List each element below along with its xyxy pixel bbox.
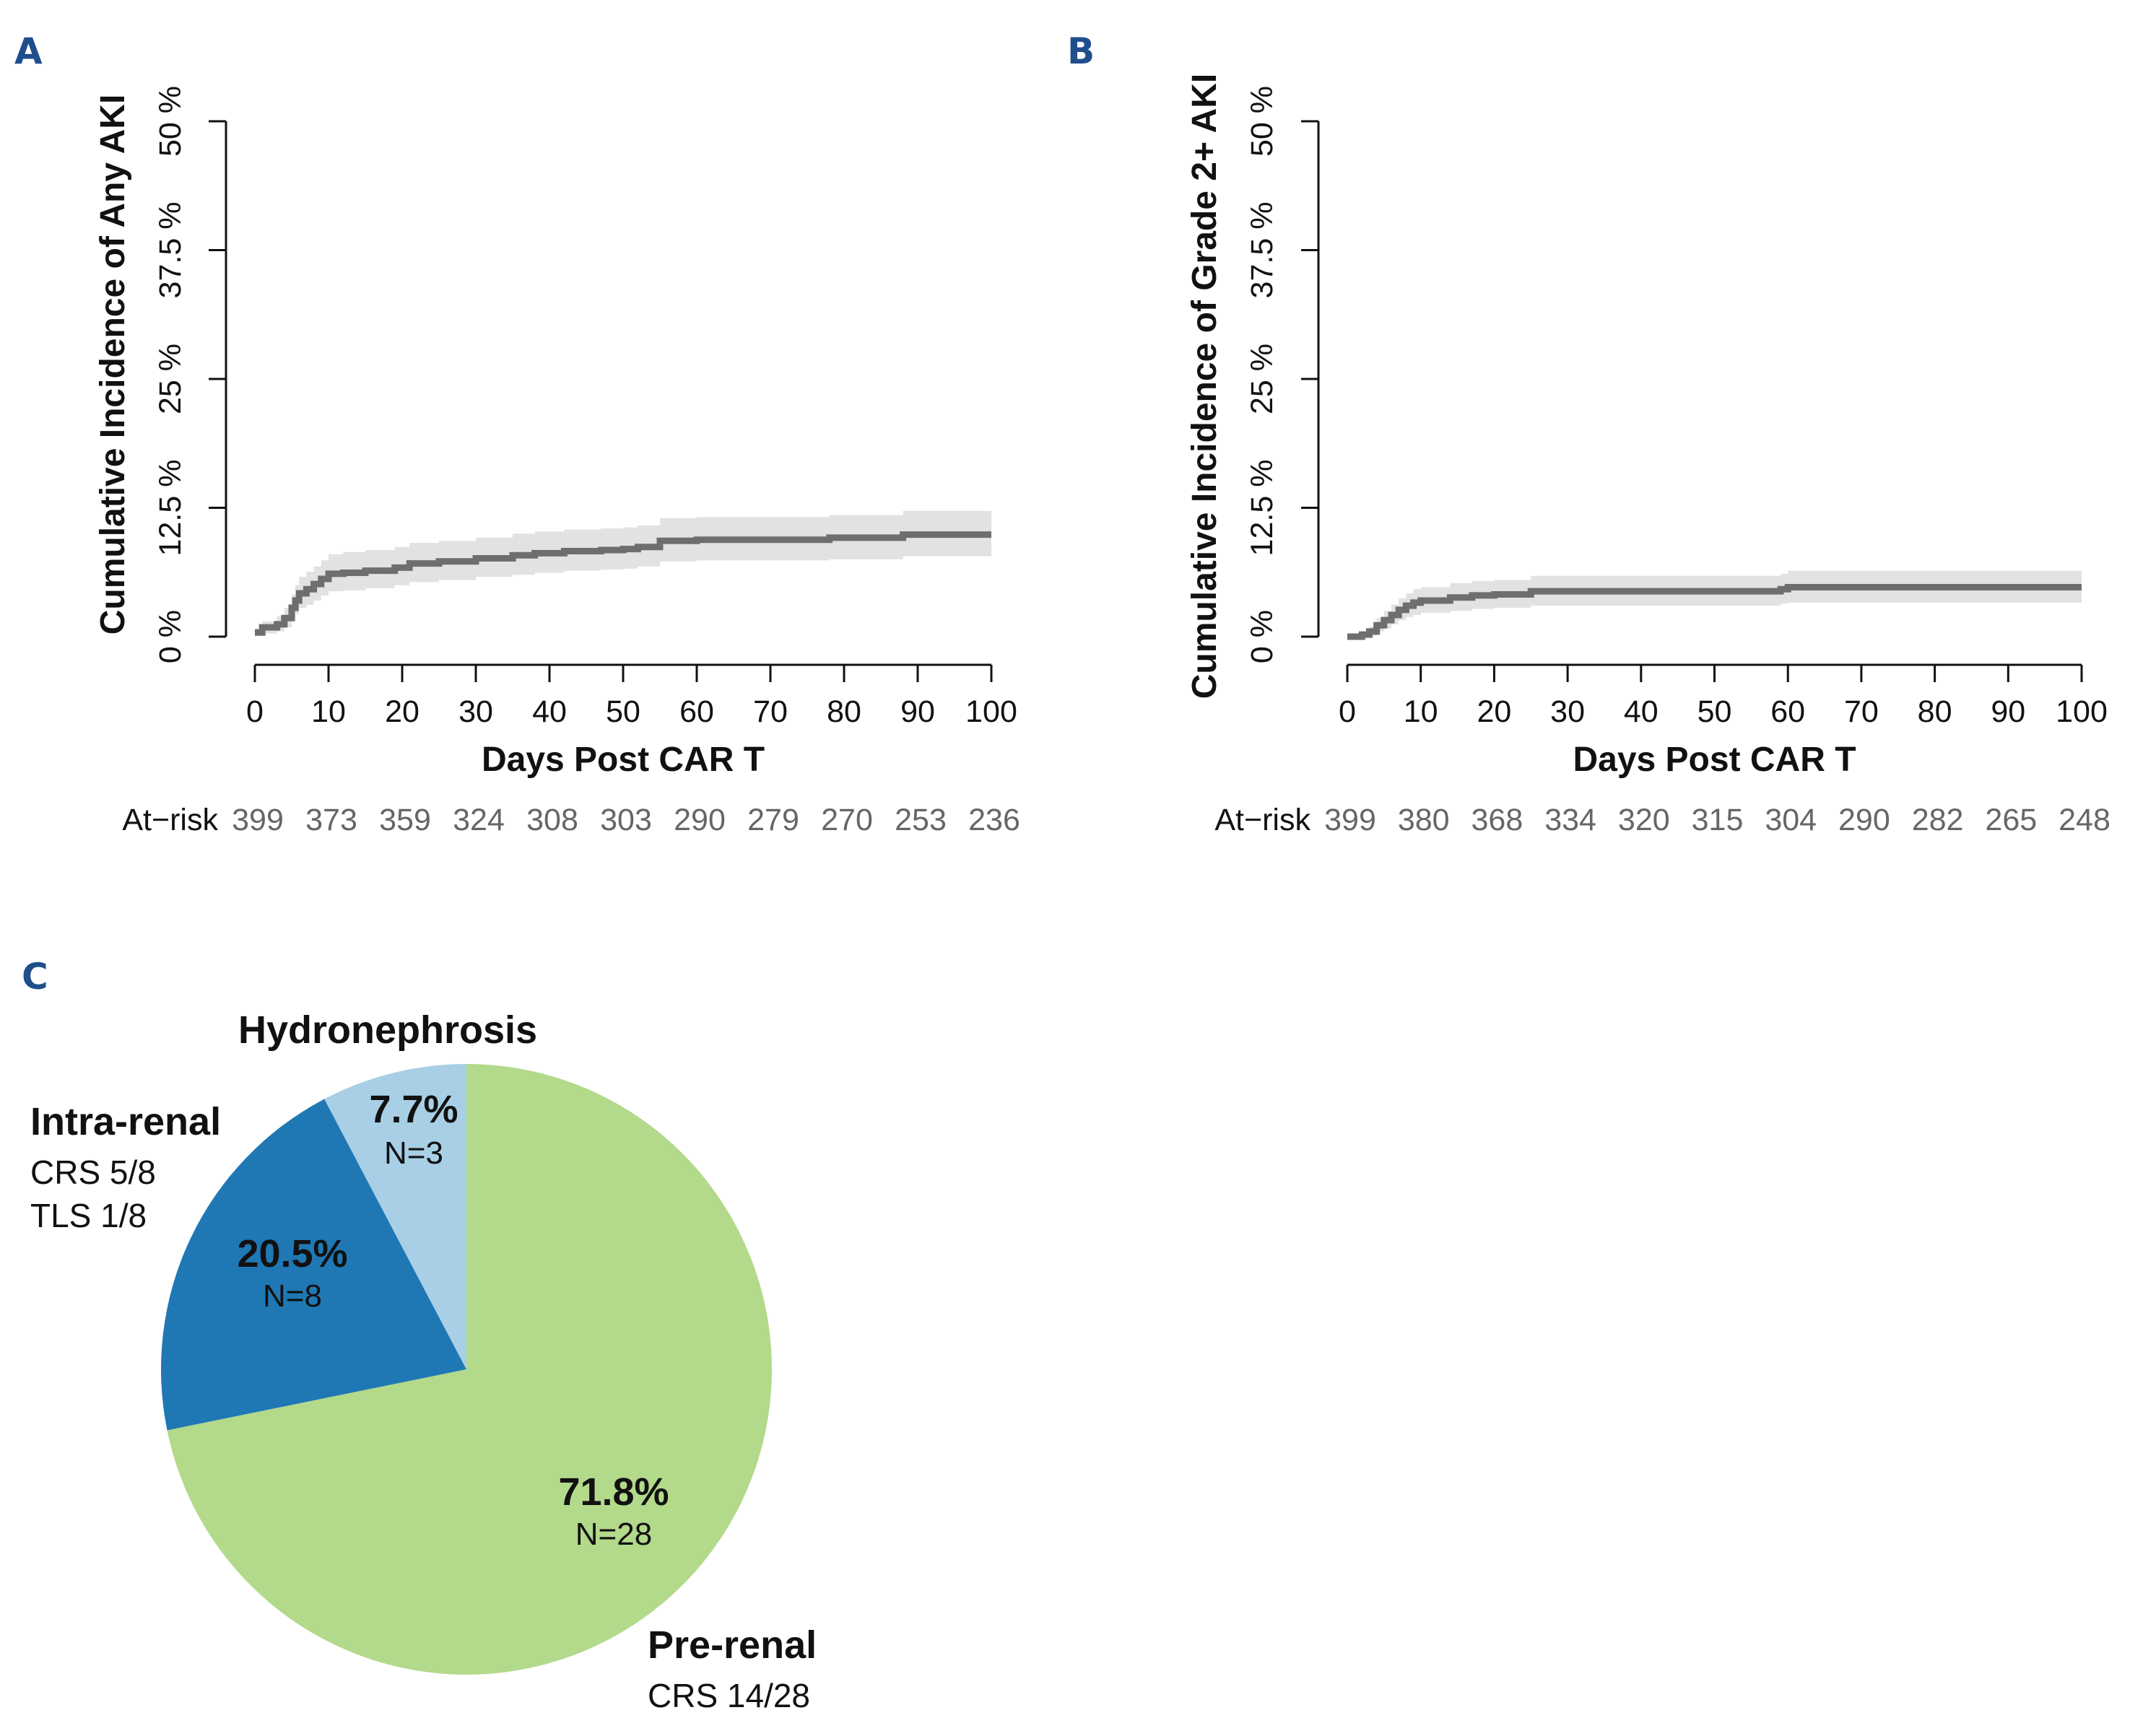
panel-b-chart: 0 % 12.5 % 25 % 37.5 % 50 % 0 10 20 30 40 50 60 70 8… [1186,74,2111,837]
at-risk-value: 265 [1985,803,2037,837]
x-tick-label: 60 [679,694,714,729]
pie-slice-pre-renal [167,1064,772,1675]
at-risk-value: 315 [1692,803,1744,837]
y-tick-label: 12.5 % [153,460,188,557]
x-axis-title: Days Post CAR T [1573,741,1856,779]
at-risk-numbers: 399 373 359 324 308 303 290 279 270 253 236 [232,803,1020,837]
x-tick-label: 100 [965,694,1017,729]
x-tick-label: 70 [1844,694,1879,729]
confidence-band [1347,570,2082,637]
x-tick-label: 50 [606,694,640,729]
x-tick-label: 90 [1991,694,2025,729]
x-ticks: 0 10 20 30 40 50 60 70 80 90 100 [246,665,1017,729]
at-risk-value: 236 [968,803,1020,837]
y-tick-label: 37.5 % [1245,202,1279,299]
x-tick-label: 90 [900,694,935,729]
x-tick-label: 40 [1624,694,1659,729]
at-risk-value: 253 [895,803,947,837]
x-tick-label: 70 [753,694,788,729]
x-tick-label: 60 [1770,694,1805,729]
x-tick-label: 10 [311,694,346,729]
at-risk-value: 359 [379,803,431,837]
at-risk-label: At−risk [122,803,218,837]
at-risk-value: 399 [1324,803,1376,837]
pre-renal-n: N=28 [575,1517,652,1552]
panel-c-pie: 71.8% N=28 20.5% N=8 7.7% N=3 Hydronephr… [30,1008,817,1714]
y-tick-label: 50 % [1245,86,1279,157]
incidence-curve [255,531,991,636]
intra-renal-n: N=8 [263,1278,322,1314]
y-tick-label: 50 % [153,86,188,157]
incidence-curve [1347,583,2082,640]
x-tick-label: 100 [2056,694,2108,729]
x-tick-label: 80 [827,694,861,729]
y-tick-label: 12.5 % [1245,460,1279,557]
at-risk-value: 368 [1472,803,1523,837]
at-risk-numbers: 399 380 368 334 320 315 304 290 282 265 248 [1324,803,2111,837]
x-tick-label: 30 [1550,694,1585,729]
hydronephrosis-n: N=3 [384,1135,443,1171]
at-risk-value: 248 [2059,803,2111,837]
at-risk-value: 282 [1912,803,1964,837]
at-risk-value: 270 [821,803,873,837]
intra-renal-title: Intra-renal [30,1100,221,1143]
y-axis-title: Cumulative Incidence of Any AKI [94,95,132,635]
at-risk-value: 304 [1765,803,1817,837]
x-tick-label: 0 [246,694,264,729]
y-tick-label: 25 % [153,344,188,414]
x-tick-label: 50 [1698,694,1732,729]
panel-a-letter: A [14,30,43,72]
y-tick-label: 37.5 % [153,202,188,299]
y-axis-title: Cumulative Incidence of Grade 2+ AKI [1186,74,1224,699]
at-risk-value: 380 [1398,803,1450,837]
x-tick-label: 10 [1404,694,1438,729]
y-ticks: 0 % 12.5 % 25 % 37.5 % 50 % [153,86,226,663]
pre-renal-detail-crs: CRS 14/28 [648,1677,810,1714]
intra-renal-detail-tls: TLS 1/8 [30,1197,147,1234]
x-tick-label: 20 [1477,694,1511,729]
pre-renal-title: Pre-renal [648,1623,817,1667]
y-tick-label: 0 % [153,610,188,663]
intra-renal-detail-crs: CRS 5/8 [30,1153,156,1191]
at-risk-value: 324 [453,803,505,837]
x-tick-label: 0 [1339,694,1356,729]
y-tick-label: 0 % [1245,610,1279,663]
at-risk-value: 320 [1618,803,1670,837]
at-risk-value: 279 [747,803,799,837]
x-tick-label: 20 [385,694,420,729]
at-risk-value: 290 [674,803,726,837]
at-risk-value: 308 [526,803,578,837]
pre-renal-percent: 71.8% [558,1470,669,1514]
x-axis-title: Days Post CAR T [482,741,765,779]
at-risk-value: 303 [600,803,652,837]
at-risk-value: 373 [305,803,357,837]
at-risk-value: 399 [232,803,284,837]
y-ticks: 0 % 12.5 % 25 % 37.5 % 50 % [1245,86,1318,663]
panel-b-letter: B [1067,30,1095,72]
pie-slice-intra-renal [161,1099,467,1431]
panel-a-chart: 0 % 12.5 % 25 % 37.5 % 50 % 0 10 20 30 40 50 60 70 8… [94,86,1020,837]
x-tick-label: 30 [458,694,493,729]
intra-renal-percent: 20.5% [237,1232,347,1275]
x-ticks: 0 10 20 30 40 50 60 70 80 90 100 [1339,665,2108,729]
panel-c-letter: C [22,956,48,998]
pie-slice-hydronephrosis [324,1064,466,1369]
hydronephrosis-percent: 7.7% [369,1088,458,1131]
at-risk-value: 334 [1544,803,1596,837]
at-risk-label: At−risk [1214,803,1310,837]
x-tick-label: 40 [532,694,567,729]
y-tick-label: 25 % [1245,344,1279,414]
x-tick-label: 80 [1918,694,1952,729]
hydronephrosis-title: Hydronephrosis [238,1008,537,1052]
at-risk-value: 290 [1838,803,1890,837]
